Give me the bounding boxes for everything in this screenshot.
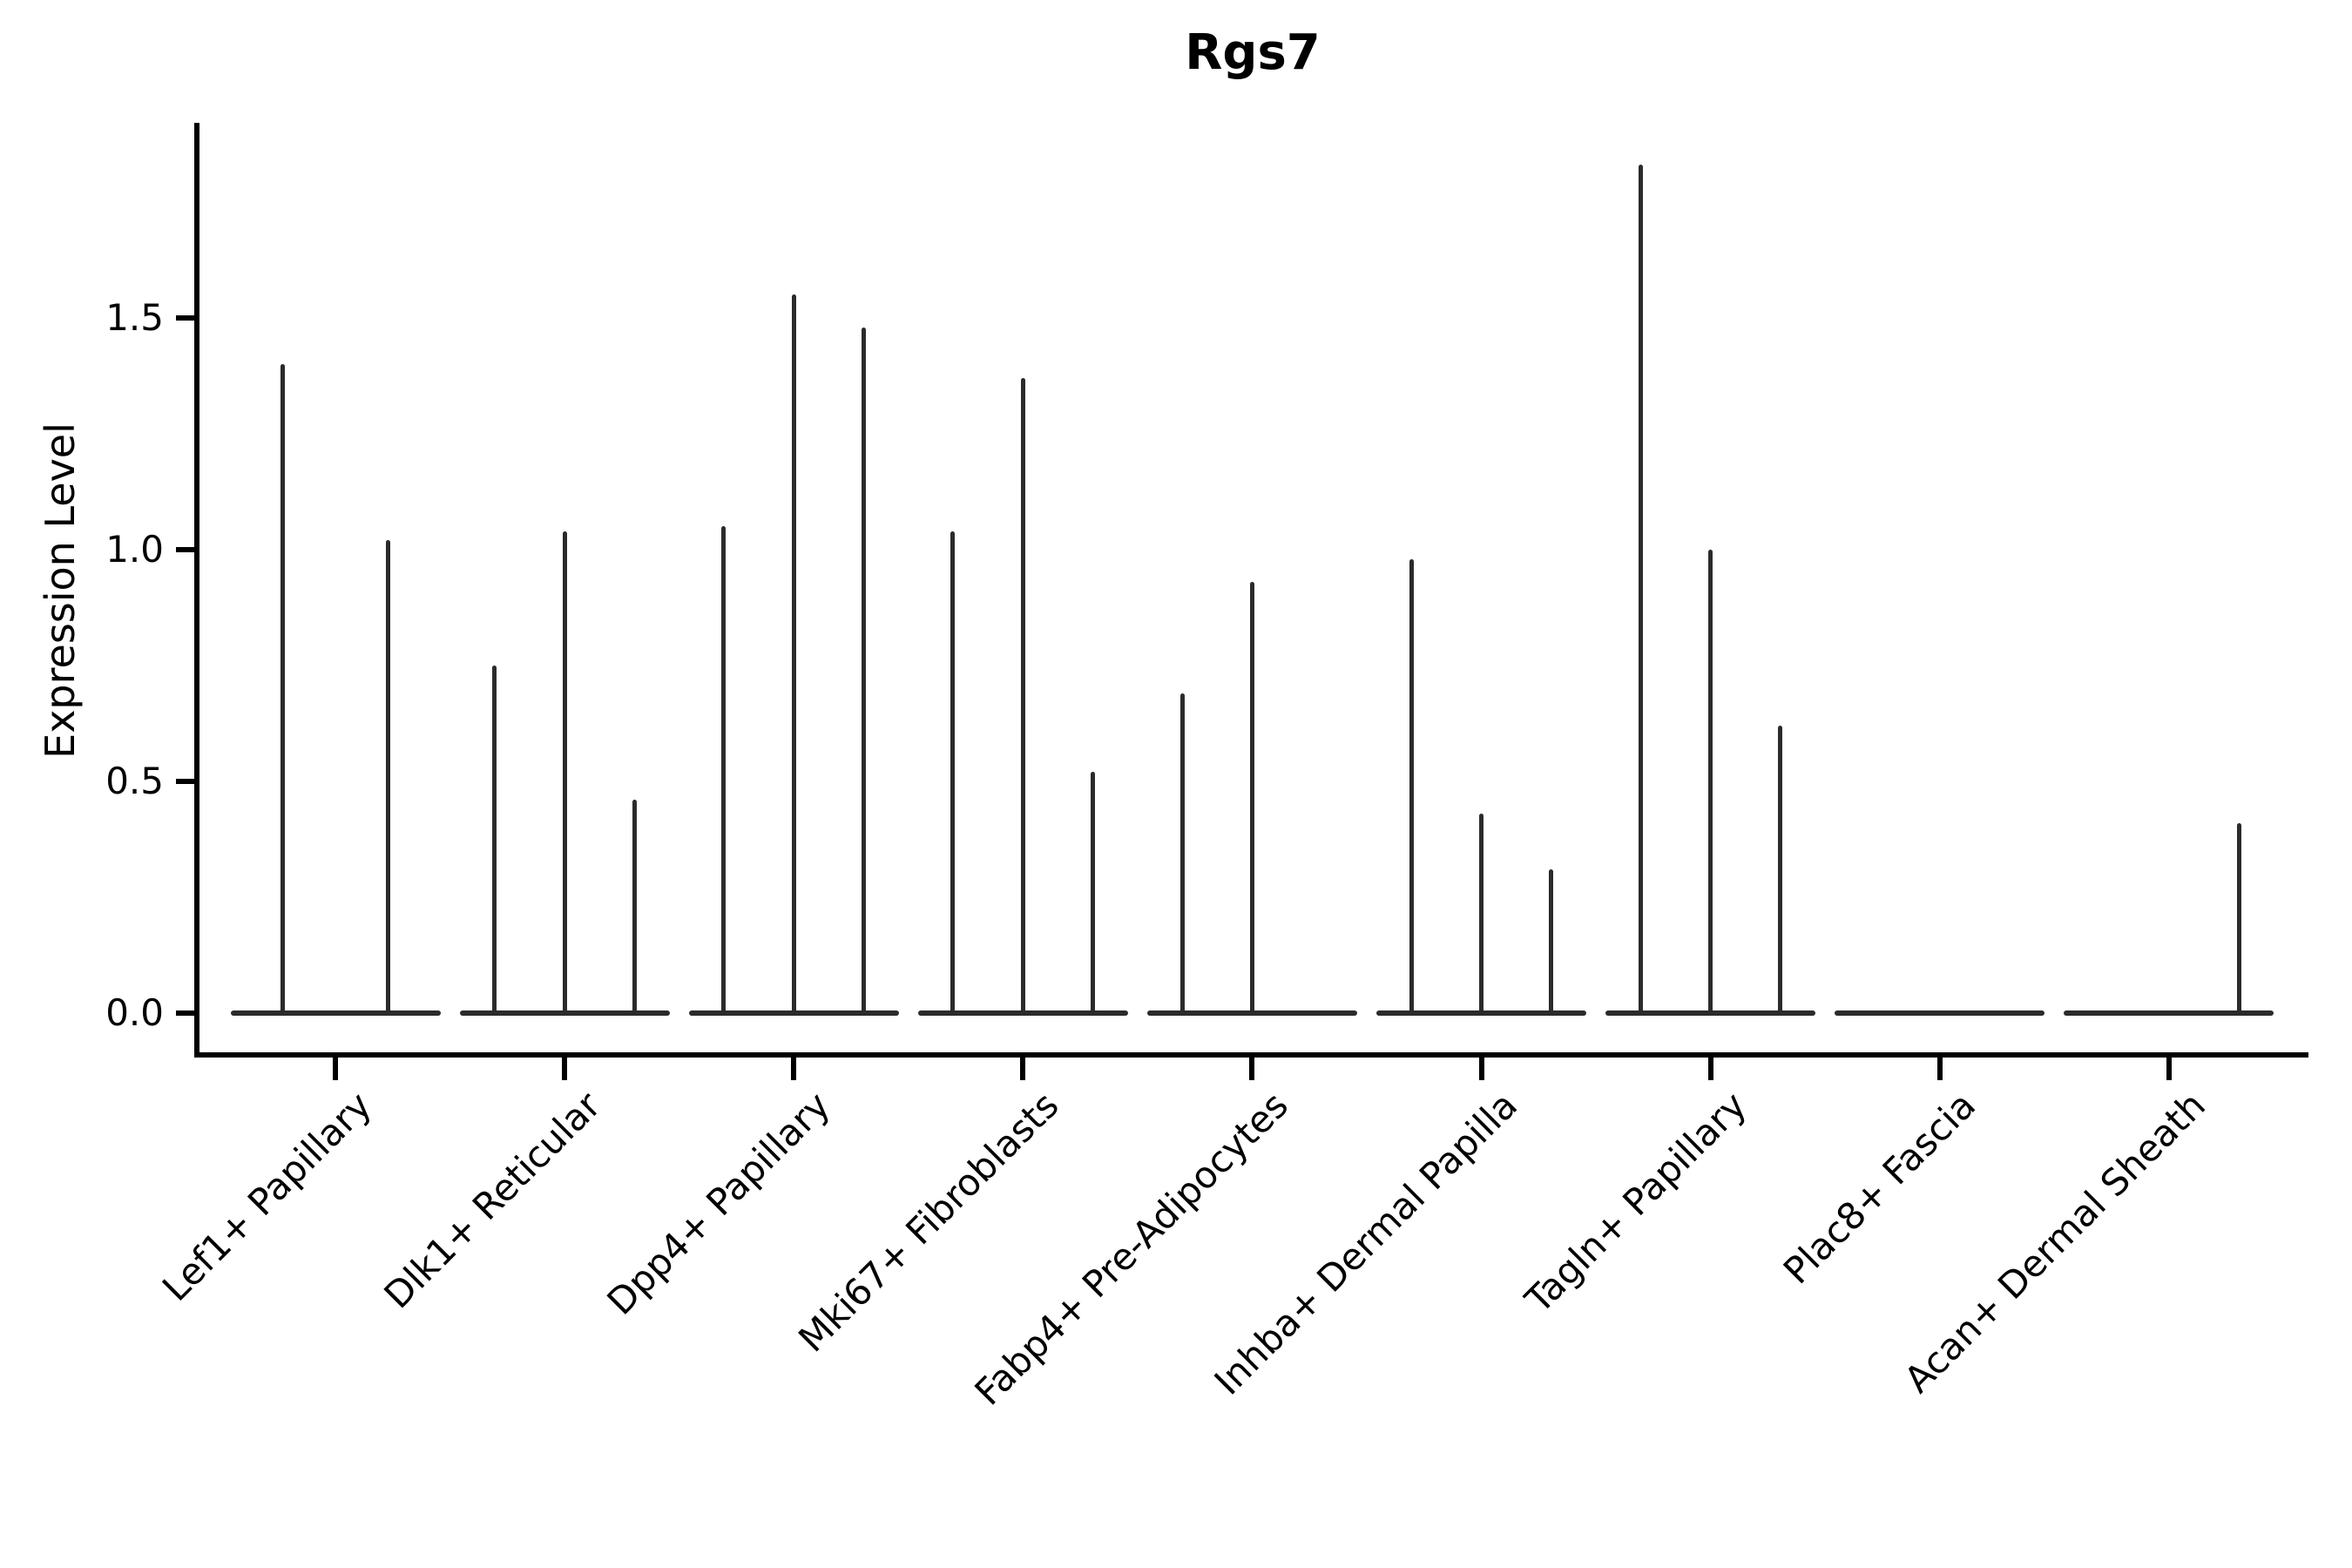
x-tick [1249,1058,1255,1080]
violin-spike [1549,869,1554,1016]
violin-spike [1409,558,1414,1016]
violin-spike [632,800,637,1016]
y-tick [176,779,197,784]
violin-spike [2236,822,2241,1016]
y-tick [176,1010,197,1016]
violin-spike [385,540,390,1016]
x-axis-spine [194,1052,2308,1058]
x-tick [1707,1058,1713,1080]
x-tick-label-category: Plac8+ Fascia [1774,1084,1984,1293]
x-tick [333,1058,338,1080]
y-tick-label: 1.0 [105,528,164,571]
x-tick-label-category: Dlk1+ Reticular [375,1084,609,1317]
x-tick-label-category: Dpp4+ Papillary [598,1084,838,1323]
violin-baseline [230,1010,441,1016]
violin-spike [1091,772,1096,1016]
x-tick-label-category: Mki67+ Fibroblasts [790,1084,1067,1361]
plot-title: Rgs7 [1185,24,1321,81]
y-axis-spine [194,123,199,1058]
violin-spike [492,666,497,1016]
x-tick [1020,1058,1026,1080]
violin-spike [280,364,286,1016]
x-tick [1478,1058,1484,1080]
violin-baseline [2064,1010,2274,1016]
violin-spike [862,327,867,1016]
violin-baseline [1835,1010,2045,1016]
violin-spike [950,531,956,1016]
x-tick [2166,1058,2172,1080]
violin-spike [1778,726,1783,1016]
violin-spike [791,294,796,1016]
x-tick-label-category: Lef1+ Papillary [153,1084,380,1309]
y-tick-label: 1.5 [105,296,164,339]
violin-spike [1179,693,1185,1016]
violin-spike [721,526,727,1016]
x-tick-label-category: Tagln+ Papillary [1517,1084,1755,1321]
violin-spike [1708,550,1713,1016]
y-axis-label: Expression Level [37,422,84,759]
x-tick [1936,1058,1943,1080]
violin-spike [1020,378,1025,1016]
y-tick-label: 0.0 [105,991,164,1034]
violin-spike [1479,814,1484,1016]
y-tick-label: 0.5 [105,760,164,802]
y-tick [176,547,197,552]
violin-spike [1249,582,1254,1016]
x-tick [791,1058,797,1080]
y-tick [176,315,197,321]
x-tick [562,1058,568,1080]
violin-spike [1638,165,1643,1016]
violin-spike [562,531,567,1016]
